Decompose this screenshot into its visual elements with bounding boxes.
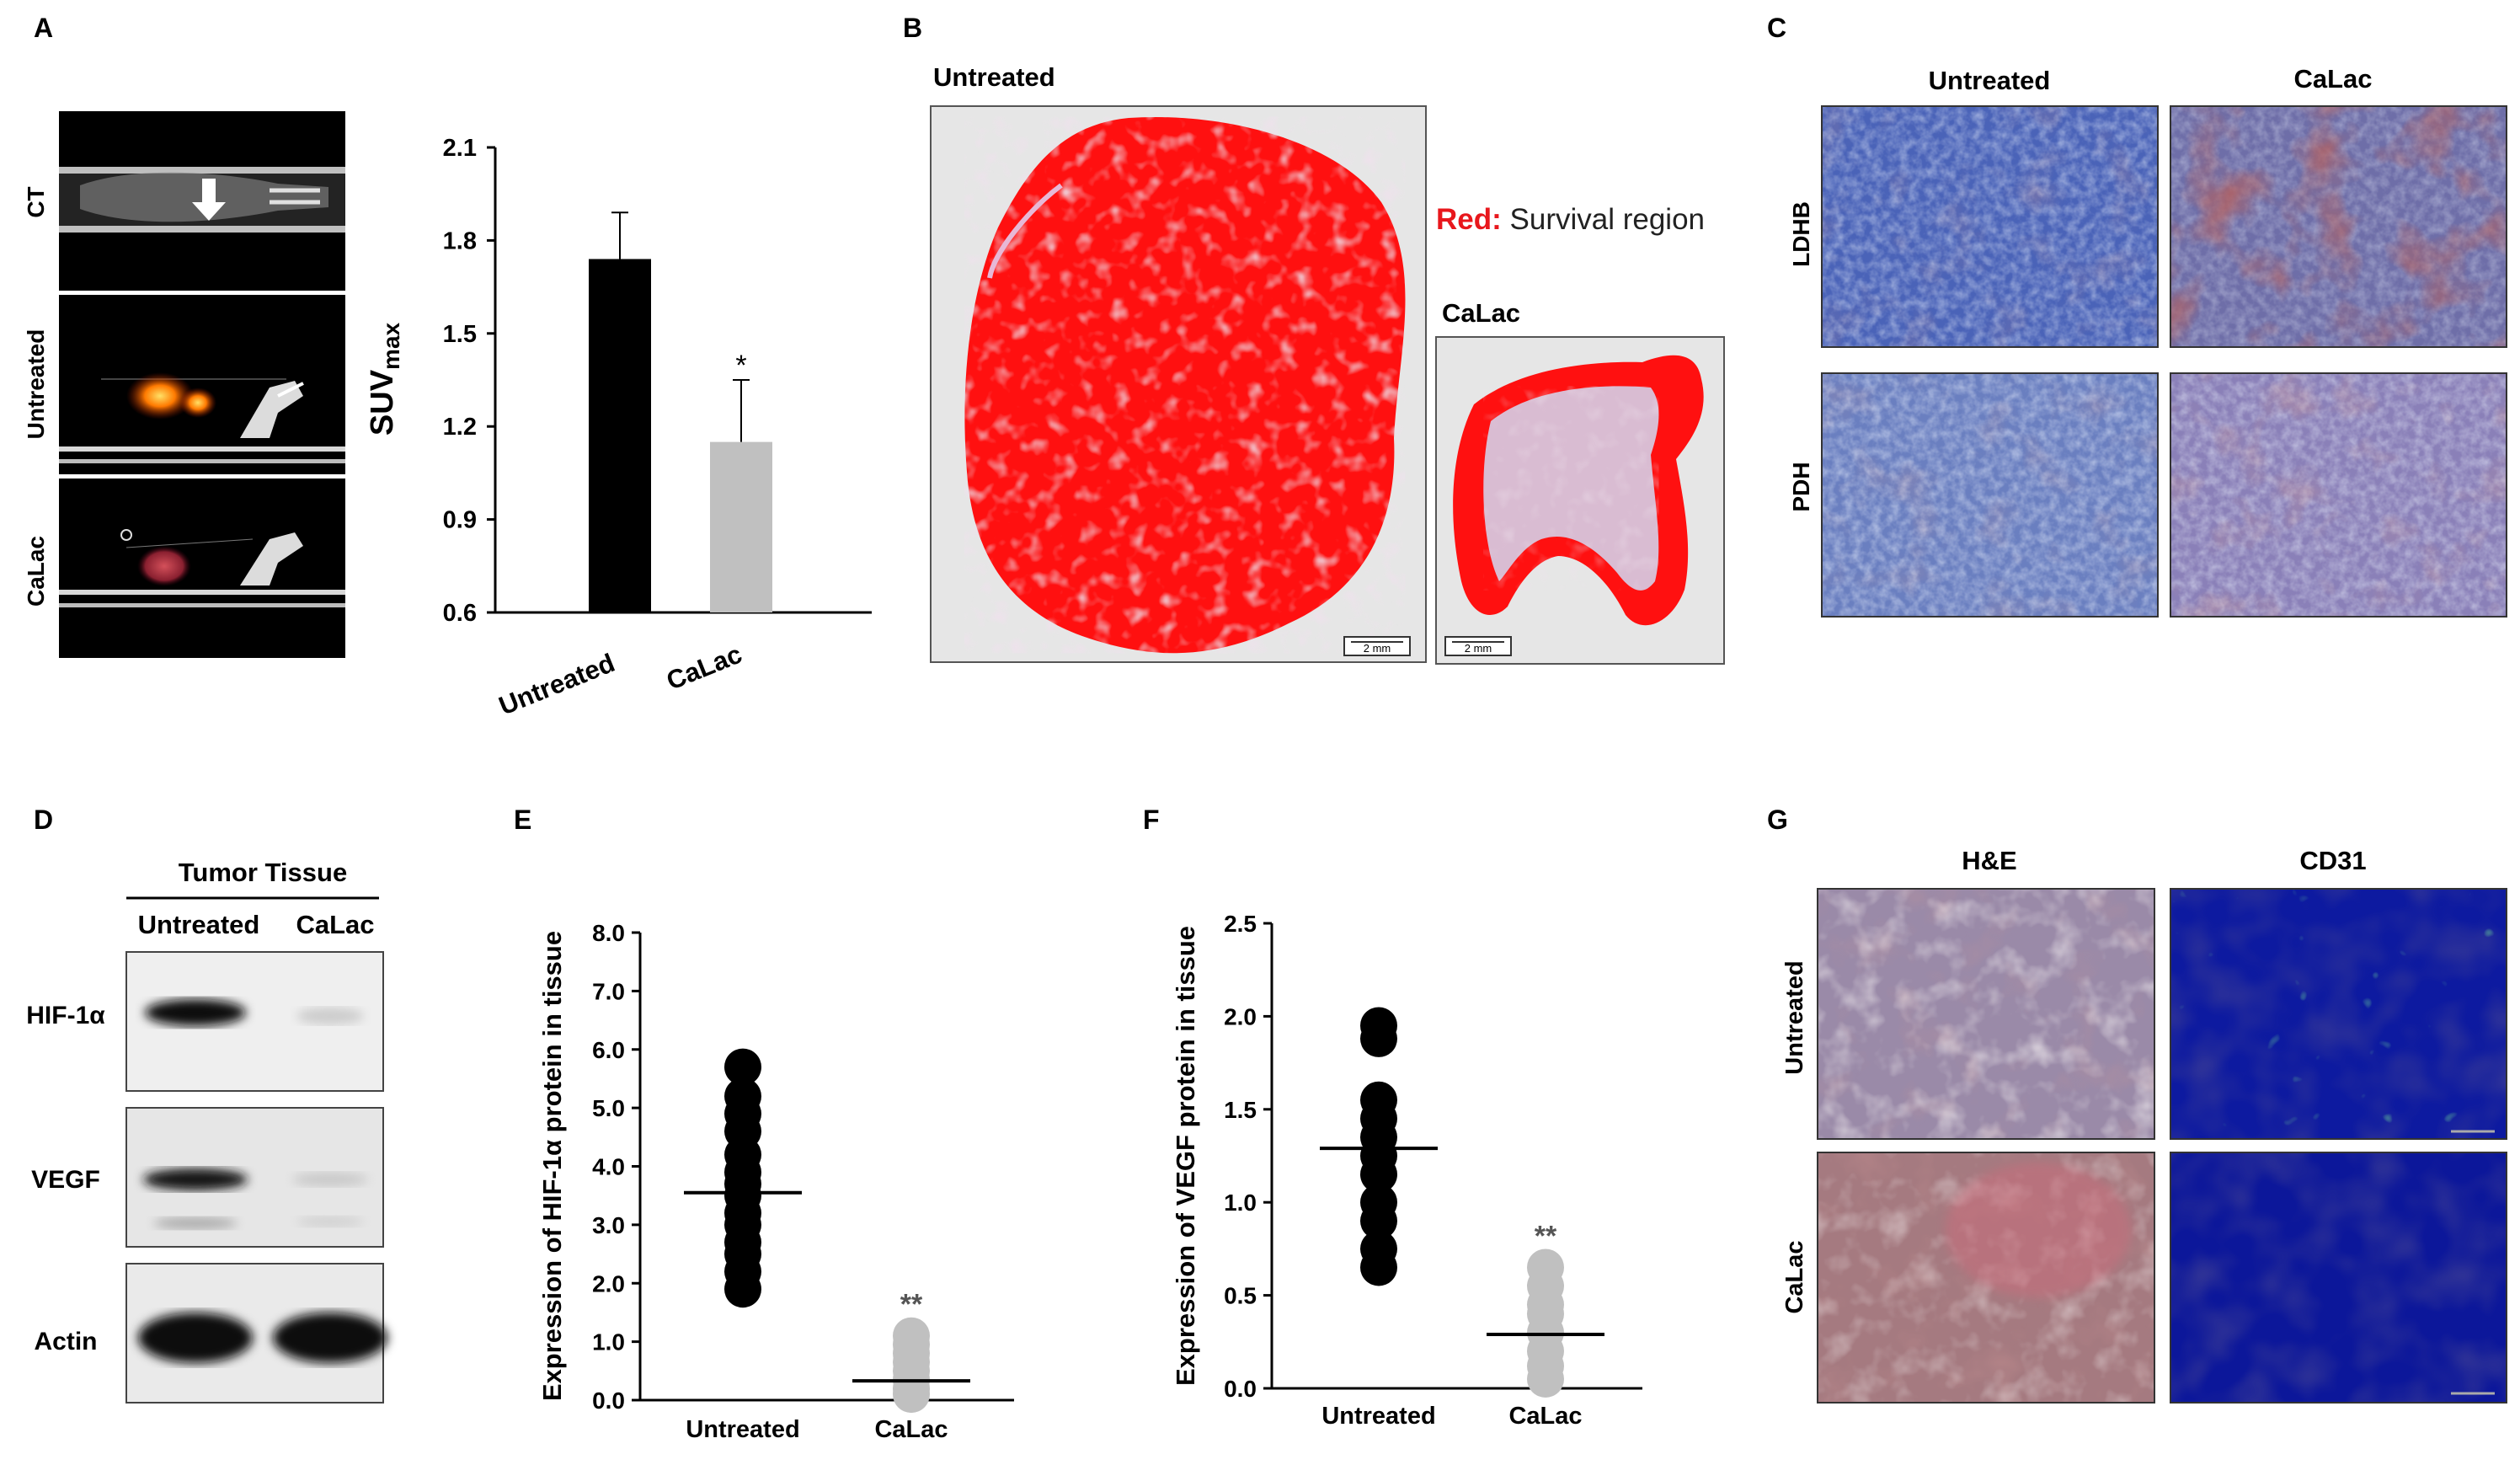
he-calac <box>1817 1152 2155 1404</box>
y-tick-label: 1.8 <box>443 227 477 254</box>
y-tick-label: 1.5 <box>1224 1097 1257 1123</box>
y-tick-label: 0.0 <box>1224 1376 1257 1402</box>
y-tick-label: 0.0 <box>592 1387 625 1414</box>
ihc-pdh-calac <box>2170 372 2507 618</box>
row-label-actin: Actin <box>35 1328 98 1355</box>
data-point <box>1360 1248 1397 1286</box>
vegf-scatter-chart: 0.0 0.5 1.0 1.5 2.0 2.5 Expression of VEGF pro… <box>1171 911 1642 1430</box>
ihc-pdh-untreated <box>1821 372 2159 618</box>
arrow-icon <box>192 179 226 221</box>
col-label-calac: CaLac <box>2293 64 2372 94</box>
panel-letter: F <box>1143 805 1160 835</box>
category-label: Untreated <box>686 1416 799 1443</box>
panel-letter: E <box>514 805 531 835</box>
col-label-untreated: Untreated <box>138 910 260 939</box>
data-point <box>893 1376 930 1414</box>
category-label: Untreated <box>494 648 618 721</box>
panel-f: F 0.0 0.5 1.0 1.5 2.0 2.5 Expression of VEGF p… <box>1143 805 1642 1430</box>
y-tick-label: 0.5 <box>1224 1283 1257 1309</box>
scale-bar-label: 2 mm <box>1465 642 1492 655</box>
panel-g: G H&E CD31 Untreated CaLac <box>1767 805 2507 1404</box>
western-blot-vegf <box>125 1107 384 1248</box>
panel-c: C Untreated CaLac LDHB PDH <box>1767 13 2507 618</box>
y-tick-label: 1.2 <box>443 414 477 441</box>
row-label-ldhb: LDHB <box>1788 201 1814 267</box>
bar <box>710 441 772 612</box>
col-label-untreated: Untreated <box>1929 66 2051 95</box>
y-tick-label: 6.0 <box>592 1037 625 1063</box>
panel-a: A CT Untreated <box>23 13 872 721</box>
significance-marker: ** <box>900 1289 923 1321</box>
y-axis-label: Expression of VEGF protein in tissue <box>1171 926 1200 1386</box>
data-point <box>1527 1360 1564 1398</box>
panel-letter: G <box>1767 805 1788 835</box>
y-tick-label: 7.0 <box>592 978 625 1004</box>
western-blot-hif <box>125 951 384 1092</box>
y-tick-label: 3.0 <box>592 1212 625 1238</box>
he-untreated <box>1817 888 2155 1140</box>
panel-letter: D <box>34 805 53 835</box>
y-axis-label: Expression of HIF-1α protein in tissue <box>537 931 567 1401</box>
y-tick-label: 0.6 <box>443 600 477 627</box>
row-label-calac: CaLac <box>23 536 49 607</box>
row-label-ct: CT <box>23 186 49 217</box>
y-tick-label: 2.0 <box>1224 1003 1257 1029</box>
bar <box>589 259 651 612</box>
ihc-ldhb-untreated <box>1821 105 2159 348</box>
panel-letter: A <box>34 13 53 43</box>
data-point <box>724 1048 761 1086</box>
scale-bar-label: 2 mm <box>1364 642 1391 655</box>
data-point <box>1360 1202 1397 1240</box>
suv-bar-chart: 0.6 0.9 1.2 1.5 1.8 2.1 SUVmax Untreated * CaLac <box>365 135 872 721</box>
row-label-untreated: Untreated <box>23 329 49 440</box>
legend-survival: Red: Survival region <box>1436 203 1705 236</box>
significance-marker: ** <box>1535 1220 1557 1252</box>
col-label-he: H&E <box>1962 846 2016 875</box>
y-tick-label: 2.5 <box>1224 911 1257 937</box>
y-tick-label: 8.0 <box>592 920 625 946</box>
y-tick-label: 0.9 <box>443 507 477 534</box>
data-point <box>724 1270 761 1308</box>
row-label-vegf: VEGF <box>31 1166 100 1194</box>
ihc-ldhb-calac <box>2170 105 2507 348</box>
panel-d: D Tumor Tissue Untreated CaLac HIF-1α VE… <box>26 805 387 1404</box>
y-tick-label: 5.0 <box>592 1095 625 1121</box>
western-blot-actin <box>125 1263 387 1404</box>
panel-e: E 0.0 1.0 2.0 3.0 4.0 5.0 6.0 7.0 8.0 Expression … <box>514 805 1014 1443</box>
row-label-calac: CaLac <box>1781 1240 1808 1313</box>
significance-marker: * <box>735 350 746 382</box>
panel-b: B Untreated 2 mm Red: Survival region Ca… <box>903 13 1725 665</box>
data-point <box>1360 1019 1397 1057</box>
y-tick-label: 4.0 <box>592 1154 625 1180</box>
category-label: CaLac <box>1508 1403 1582 1430</box>
y-tick-label: 1.0 <box>1224 1190 1257 1216</box>
panel-letter: B <box>903 13 922 43</box>
y-tick-label: 2.1 <box>443 135 477 162</box>
title-calac: CaLac <box>1442 298 1520 328</box>
hif-scatter-chart: 0.0 1.0 2.0 3.0 4.0 5.0 6.0 7.0 8.0 Expression of… <box>537 920 1014 1443</box>
title-untreated: Untreated <box>933 62 1055 92</box>
y-tick-label: 1.5 <box>443 321 477 348</box>
cd31-calac <box>2170 1152 2507 1404</box>
data-point <box>1360 1156 1397 1194</box>
panel-letter: C <box>1767 13 1786 43</box>
category-label: CaLac <box>662 639 745 696</box>
row-label-untreated: Untreated <box>1781 960 1808 1074</box>
y-axis-label: SUVmax <box>365 322 404 436</box>
cd31-untreated <box>2170 888 2507 1140</box>
pet-ct-images: CT Untreated CaLac <box>23 111 345 658</box>
row-label-hif: HIF-1α <box>26 1002 105 1029</box>
row-label-pdh: PDH <box>1788 462 1814 511</box>
header-tumor-tissue: Tumor Tissue <box>179 858 347 887</box>
col-label-cd31: CD31 <box>2299 846 2366 875</box>
y-tick-label: 2.0 <box>592 1270 625 1297</box>
category-label: Untreated <box>1321 1403 1435 1430</box>
category-label: CaLac <box>874 1416 948 1443</box>
y-tick-label: 1.0 <box>592 1329 625 1355</box>
col-label-calac: CaLac <box>296 910 374 939</box>
